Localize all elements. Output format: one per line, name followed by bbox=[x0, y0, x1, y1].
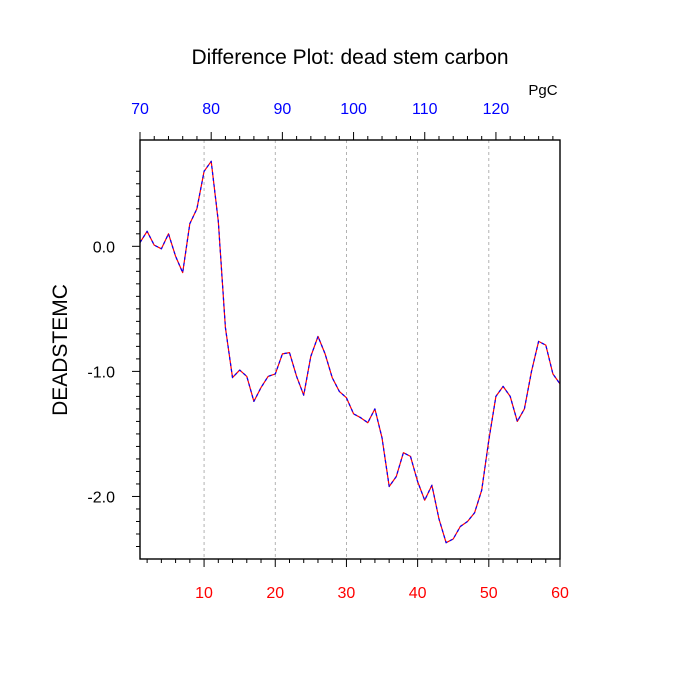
y-tick-label: -2.0 bbox=[87, 489, 115, 506]
tick-labels: 10 20 30 40 50 60 70 80 90 100 110 120 0.0 -1.0 -2.0 bbox=[87, 101, 569, 602]
bottom-tick-label: 10 bbox=[195, 585, 213, 602]
bottom-tick-label: 20 bbox=[266, 585, 284, 602]
top-tick-label: 90 bbox=[273, 101, 291, 118]
bottom-tick-label: 50 bbox=[480, 585, 498, 602]
bottom-tick-label: 40 bbox=[409, 585, 427, 602]
chart-title: Difference Plot: dead stem carbon bbox=[191, 46, 508, 69]
y-tick-label: -1.0 bbox=[87, 364, 115, 381]
gridlines bbox=[203, 140, 490, 559]
top-tick-label: 70 bbox=[131, 101, 149, 118]
top-axis-unit-label: PgC bbox=[528, 82, 557, 99]
top-tick-label: 120 bbox=[483, 101, 510, 118]
top-tick-label: 110 bbox=[412, 101, 438, 118]
y-axis-label: DEADSTEMC bbox=[49, 284, 72, 416]
plot-series bbox=[139, 160, 561, 544]
top-tick-label: 100 bbox=[340, 101, 367, 118]
top-tick-label: 80 bbox=[202, 101, 220, 118]
bottom-tick-label: 30 bbox=[338, 585, 356, 602]
bottom-tick-label: 60 bbox=[551, 585, 569, 602]
plot-frame bbox=[139, 139, 561, 560]
y-tick-label: 0.0 bbox=[93, 239, 115, 256]
series-line-overlay bbox=[139, 160, 561, 544]
